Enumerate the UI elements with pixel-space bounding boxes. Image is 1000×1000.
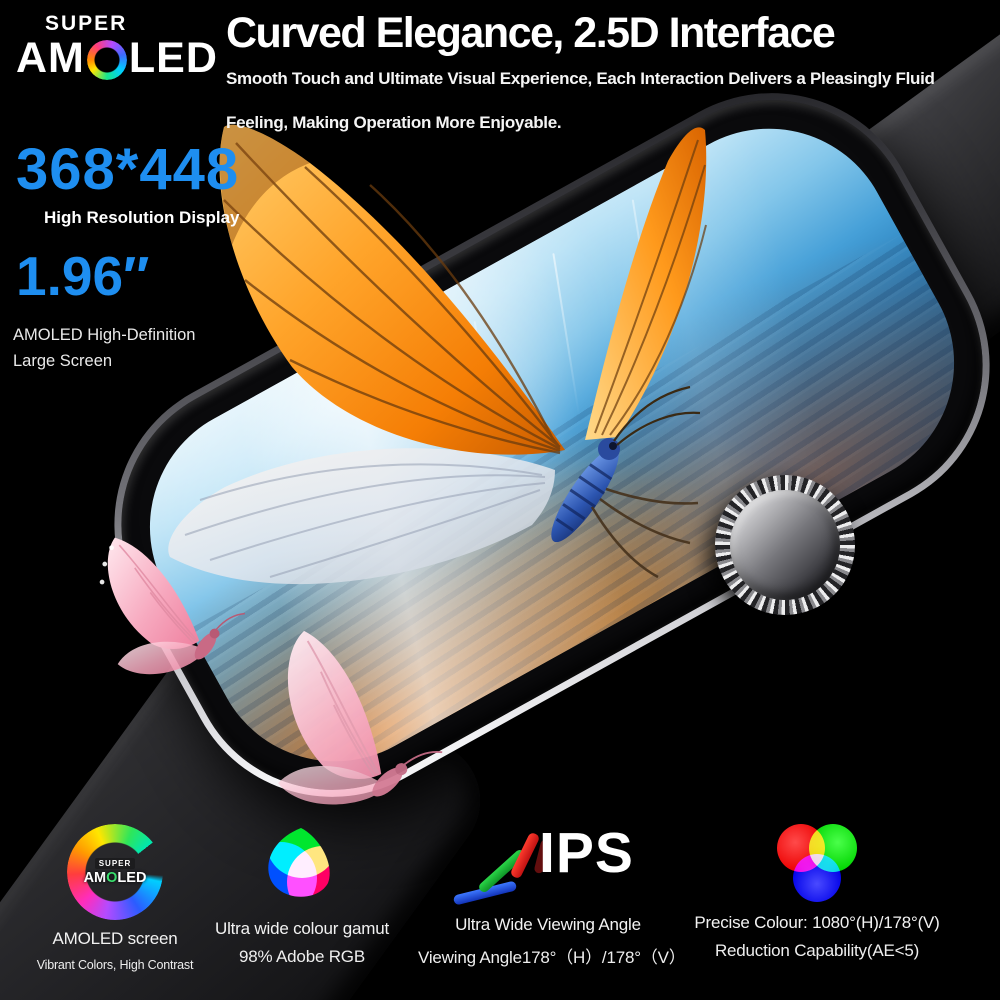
ips-text: IPS: [539, 821, 634, 885]
super-amoled-ring-icon: SUPER AMOLED: [67, 824, 163, 920]
screen-size-label-line2: Large Screen: [13, 352, 113, 370]
rgb-circles-icon: [767, 824, 867, 904]
feature-subtitle: Reduction Capability(AE<5): [714, 941, 920, 960]
ips-viewing-angle-icon: IPS: [452, 821, 643, 906]
feature-amoled-screen: SUPER AMOLED AMOLED screen Vibrant Color…: [10, 824, 220, 972]
ring-super-text: SUPER: [94, 858, 136, 869]
resolution-label: High Resolution Display: [44, 208, 240, 227]
feature-subtitle: 98% Adobe RGB: [239, 947, 365, 966]
feature-colour-gamut: Ultra wide colour gamut 98% Adobe RGB: [192, 824, 412, 967]
ring-inner-label: SUPER AMOLED: [67, 824, 163, 920]
screen-size-value: 1.96″: [16, 245, 150, 307]
feature-subtitle: Viewing Angle178°（H）/178°（V）: [418, 948, 686, 967]
brand-amoled-suffix: LED: [128, 34, 218, 82]
brand-logo: SUPER AM LED: [16, 12, 218, 81]
rainbow-ring-o-icon: [86, 39, 127, 80]
pink-butterfly-illustration: [278, 630, 443, 805]
brand-super-text: SUPER: [45, 12, 128, 35]
screen-size-label: AMOLED High-Definition Large Screen: [13, 322, 195, 374]
screen-size-label-line1: AMOLED High-Definition: [13, 326, 196, 344]
feature-title: Ultra wide colour gamut: [215, 919, 389, 938]
feature-subtitle: Vibrant Colors, High Contrast: [36, 958, 194, 972]
feature-precise-colour: Precise Colour: 1080°(H)/178°(V) Reducti…: [652, 824, 982, 961]
feature-title: Precise Colour: 1080°(H)/178°(V): [694, 913, 940, 932]
feature-title: AMOLED screen: [52, 929, 178, 948]
orange-butterfly-illustration: [168, 124, 707, 585]
rainbow-c-ring: [67, 824, 163, 920]
brand-amoled-text: AM LED: [16, 34, 218, 82]
brand-amoled-prefix: AM: [16, 34, 85, 82]
feature-viewing-angle: IPS Ultra Wide Viewing Angle Viewing Ang…: [418, 821, 686, 968]
headline-subtitle-line2: Feeling, Making Operation More Enjoyable…: [226, 113, 562, 133]
feature-title: Ultra Wide Viewing Angle: [455, 915, 641, 934]
ring-amoled-text: AMOLED: [83, 870, 147, 886]
headline-subtitle-line1: Smooth Touch and Ultimate Visual Experie…: [226, 69, 935, 89]
headline-block: Curved Elegance, 2.5D Interface Smooth T…: [226, 9, 986, 145]
resolution-value: 368*448: [16, 137, 240, 202]
colour-gamut-triangle-icon: [259, 824, 345, 910]
pink-butterfly-illustration: [99, 537, 245, 675]
blue-circle: [793, 854, 841, 902]
crown-face: [730, 490, 840, 600]
headline-title: Curved Elegance, 2.5D Interface: [226, 9, 836, 57]
watch-crown: [715, 475, 855, 615]
